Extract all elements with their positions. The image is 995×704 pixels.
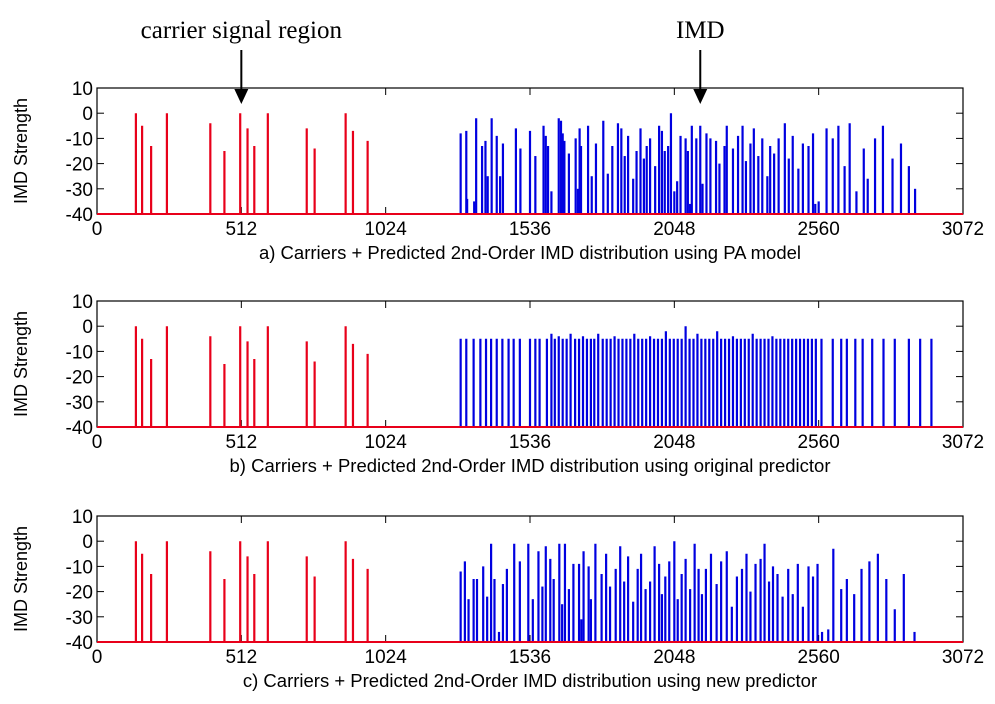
x-tick-label: 0 [92,432,103,453]
annotation-label: IMD [676,17,725,44]
x-tick-label: 3072 [942,647,984,668]
y-tick-label: -10 [66,129,93,150]
x-tick-label: 2560 [798,647,840,668]
arrow-down-icon [234,89,249,104]
x-tick-label: 2048 [653,219,695,240]
x-tick-label: 3072 [942,219,984,240]
y-tick-label: -10 [66,557,93,578]
chart-panel-3: 100-10-20-30-400 512 1024 1536 2048 2560 3072I… [11,507,984,691]
x-tick-label: 2048 [653,432,695,453]
chart-panel-1: 100-10-20-30-400 512 1024 1536 2048 2560 3072I… [11,79,984,263]
y-tick-label: -30 [66,180,93,201]
x-tick-label: 512 [225,219,257,240]
y-tick-label: 0 [82,104,93,125]
bars [134,113,917,214]
panels: 100-10-20-30-400 512 1024 1536 2048 2560 3072I… [11,79,984,691]
x-tick-label: 2048 [653,647,695,668]
bars [134,326,933,427]
y-tick-label: 10 [72,507,93,528]
y-tick-label: -10 [66,342,93,363]
y-tick-label: 10 [72,292,93,313]
y-tick-label: -40 [66,205,93,226]
y-tick-label: -40 [66,633,93,654]
y-tick-label: 10 [72,79,93,100]
x-tick-label: 1024 [365,432,408,453]
annotation-imd: IMD [676,17,725,104]
x-tick-label: 512 [225,647,257,668]
y-tick-label: 0 [82,317,93,338]
arrow-down-icon [693,89,708,104]
y-axis-label: IMD Strength [11,526,31,632]
bars [134,541,916,642]
panel-caption: c) Carriers + Predicted 2nd-Order IMD di… [243,670,817,691]
annotations: carrier signal region IMD [141,17,725,104]
annotation-carrier: carrier signal region [141,17,343,104]
x-tick-label: 1536 [509,219,551,240]
chart-panel-2: 100-10-20-30-400 512 1024 1536 2048 2560 3072I… [11,292,984,476]
x-tick-label: 512 [225,432,257,453]
x-tick-label: 2560 [798,219,840,240]
x-tick-label: 0 [92,647,103,668]
y-tick-label: -30 [66,608,93,629]
x-tick-label: 1024 [365,219,408,240]
x-tick-label: 1536 [509,432,551,453]
panel-caption: a) Carriers + Predicted 2nd-Order IMD di… [259,242,801,263]
x-tick-label: 3072 [942,432,984,453]
y-tick-label: -20 [66,583,93,604]
y-tick-label: -20 [66,155,93,176]
x-tick-label: 1536 [509,647,551,668]
y-tick-label: 0 [82,532,93,553]
y-tick-label: -40 [66,418,93,439]
panel-caption: b) Carriers + Predicted 2nd-Order IMD di… [230,455,831,476]
y-axis-label: IMD Strength [11,311,31,417]
x-tick-label: 0 [92,219,103,240]
x-tick-label: 2560 [798,432,840,453]
y-tick-label: -30 [66,393,93,414]
x-tick-label: 1024 [365,647,408,668]
annotation-label: carrier signal region [141,17,343,44]
y-tick-label: -20 [66,368,93,389]
y-axis-label: IMD Strength [11,98,31,204]
